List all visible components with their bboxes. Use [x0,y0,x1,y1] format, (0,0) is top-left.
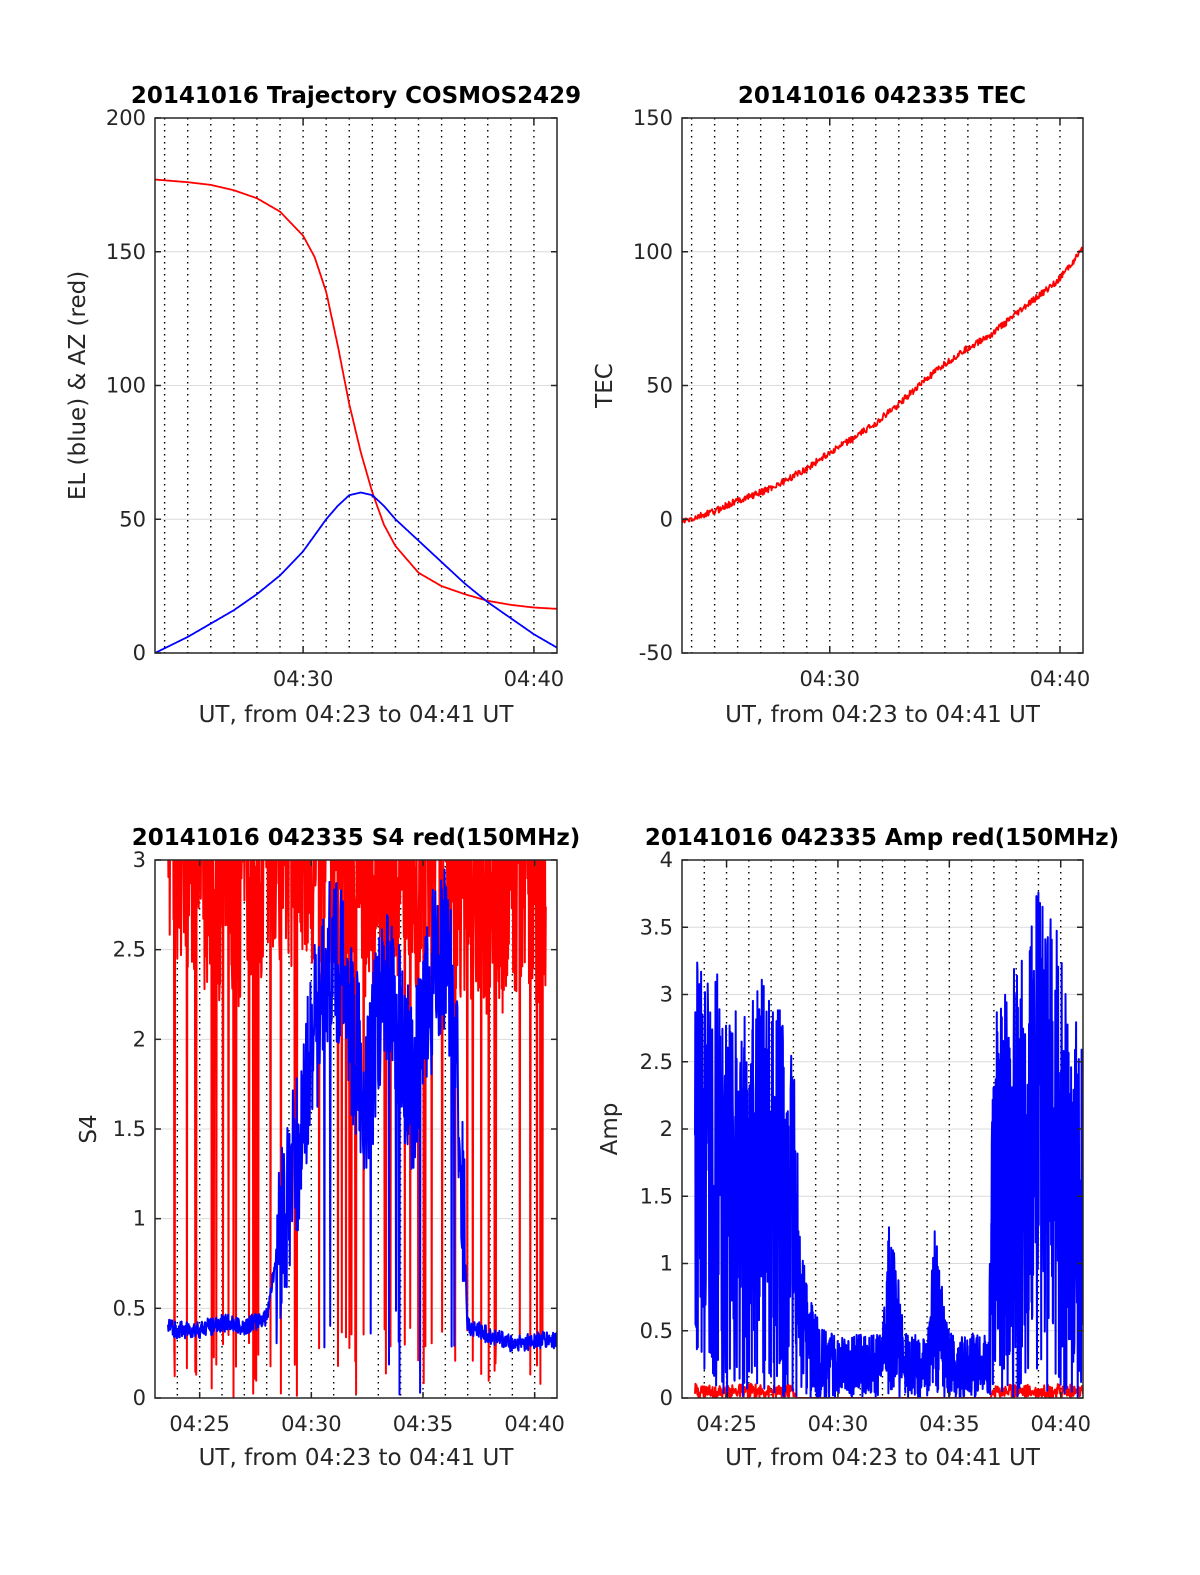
amp-xtick-label: 04:30 [808,1412,869,1436]
amp-ytick-label: 3.5 [640,915,673,939]
amp-title: 20141016 042335 Amp red(150MHz) [645,825,1119,851]
tec-title: 20141016 042335 TEC [738,83,1026,109]
amp-ytick-label: 1 [660,1252,673,1276]
chart-tec: -50 0 50 100 150 04:30 04:40 20141016 042335 TE… [592,83,1090,728]
trajectory-title: 20141016 Trajectory COSMOS2429 [131,83,581,109]
chart-amp: 0 0.5 1 1.5 2 2.5 3 3.5 4 04:25 04:30 04:35 04:40 201… [597,825,1119,1471]
s4-ylabel: S4 [76,1114,102,1143]
amp-ytick-label: 2 [660,1117,673,1141]
tec-xtick-label: 04:40 [1030,667,1091,691]
s4-series-1 [167,868,557,1396]
tec-xtick-label: 04:30 [799,667,860,691]
chart-s4: 0 0.5 1 1.5 2 2.5 3 04:25 04:30 04:35 04:40 2014101… [76,825,581,1471]
trajectory-ytick-label: 150 [106,240,146,264]
s4-ytick-label: 2 [133,1027,146,1051]
tec-ytick-label: 0 [660,507,673,531]
amp-xtick-label: 04:35 [919,1412,980,1436]
trajectory-ylabel: EL (blue) & AZ (red) [65,271,91,500]
amp-ytick-label: 3 [660,983,673,1007]
amp-xlabel: UT, from 04:23 to 04:41 UT [725,1445,1041,1471]
tec-ytick-label: 50 [646,374,673,398]
tec-xlabel: UT, from 04:23 to 04:41 UT [725,702,1041,728]
amp-ytick-label: 4 [660,848,673,872]
s4-ytick-label: 1.5 [113,1117,146,1141]
s4-xlabel: UT, from 04:23 to 04:41 UT [199,1445,515,1471]
tec-ylabel: TEC [592,363,618,409]
s4-ytick-label: 1 [133,1207,146,1231]
trajectory-xlabel: UT, from 04:23 to 04:41 UT [199,702,515,728]
s4-title: 20141016 042335 S4 red(150MHz) [132,825,581,851]
amp-ytick-label: 0 [660,1386,673,1410]
tec-ytick-label: 150 [633,106,673,130]
trajectory-ytick-label: 0 [133,641,146,665]
amp-ytick-label: 0.5 [640,1319,673,1343]
tec-ytick-label: 100 [633,240,673,264]
s4-xtick-label: 04:25 [169,1412,230,1436]
trajectory-xtick-label: 04:30 [273,667,334,691]
s4-ytick-label: 0.5 [113,1296,146,1320]
s4-xtick-label: 04:30 [281,1412,342,1436]
amp-series-1 [694,891,1083,1398]
s4-ytick-label: 3 [133,848,146,872]
amp-ytick-label: 2.5 [640,1050,673,1074]
trajectory-ytick-label: 100 [106,374,146,398]
amp-xtick-label: 04:40 [1030,1412,1091,1436]
trajectory-xtick-label: 04:40 [504,667,565,691]
trajectory-series-0 [155,178,557,610]
s4-ytick-label: 2.5 [113,938,146,962]
amp-ytick-label: 1.5 [640,1184,673,1208]
trajectory-ytick-label: 50 [119,507,146,531]
s4-xtick-label: 04:35 [393,1412,454,1436]
trajectory-ytick-label: 200 [106,106,146,130]
amp-ylabel: Amp [597,1103,623,1156]
trajectory-series-1 [155,491,557,653]
amp-xtick-label: 04:25 [696,1412,757,1436]
chart-trajectory: 0 50 100 150 200 04:30 04:40 20141016 Trajector… [65,83,581,728]
tec-series-0 [682,246,1083,524]
s4-ytick-label: 0 [133,1386,146,1410]
tec-ytick-label: -50 [639,641,673,665]
s4-series-0 [167,860,547,1398]
s4-xtick-label: 04:40 [504,1412,565,1436]
